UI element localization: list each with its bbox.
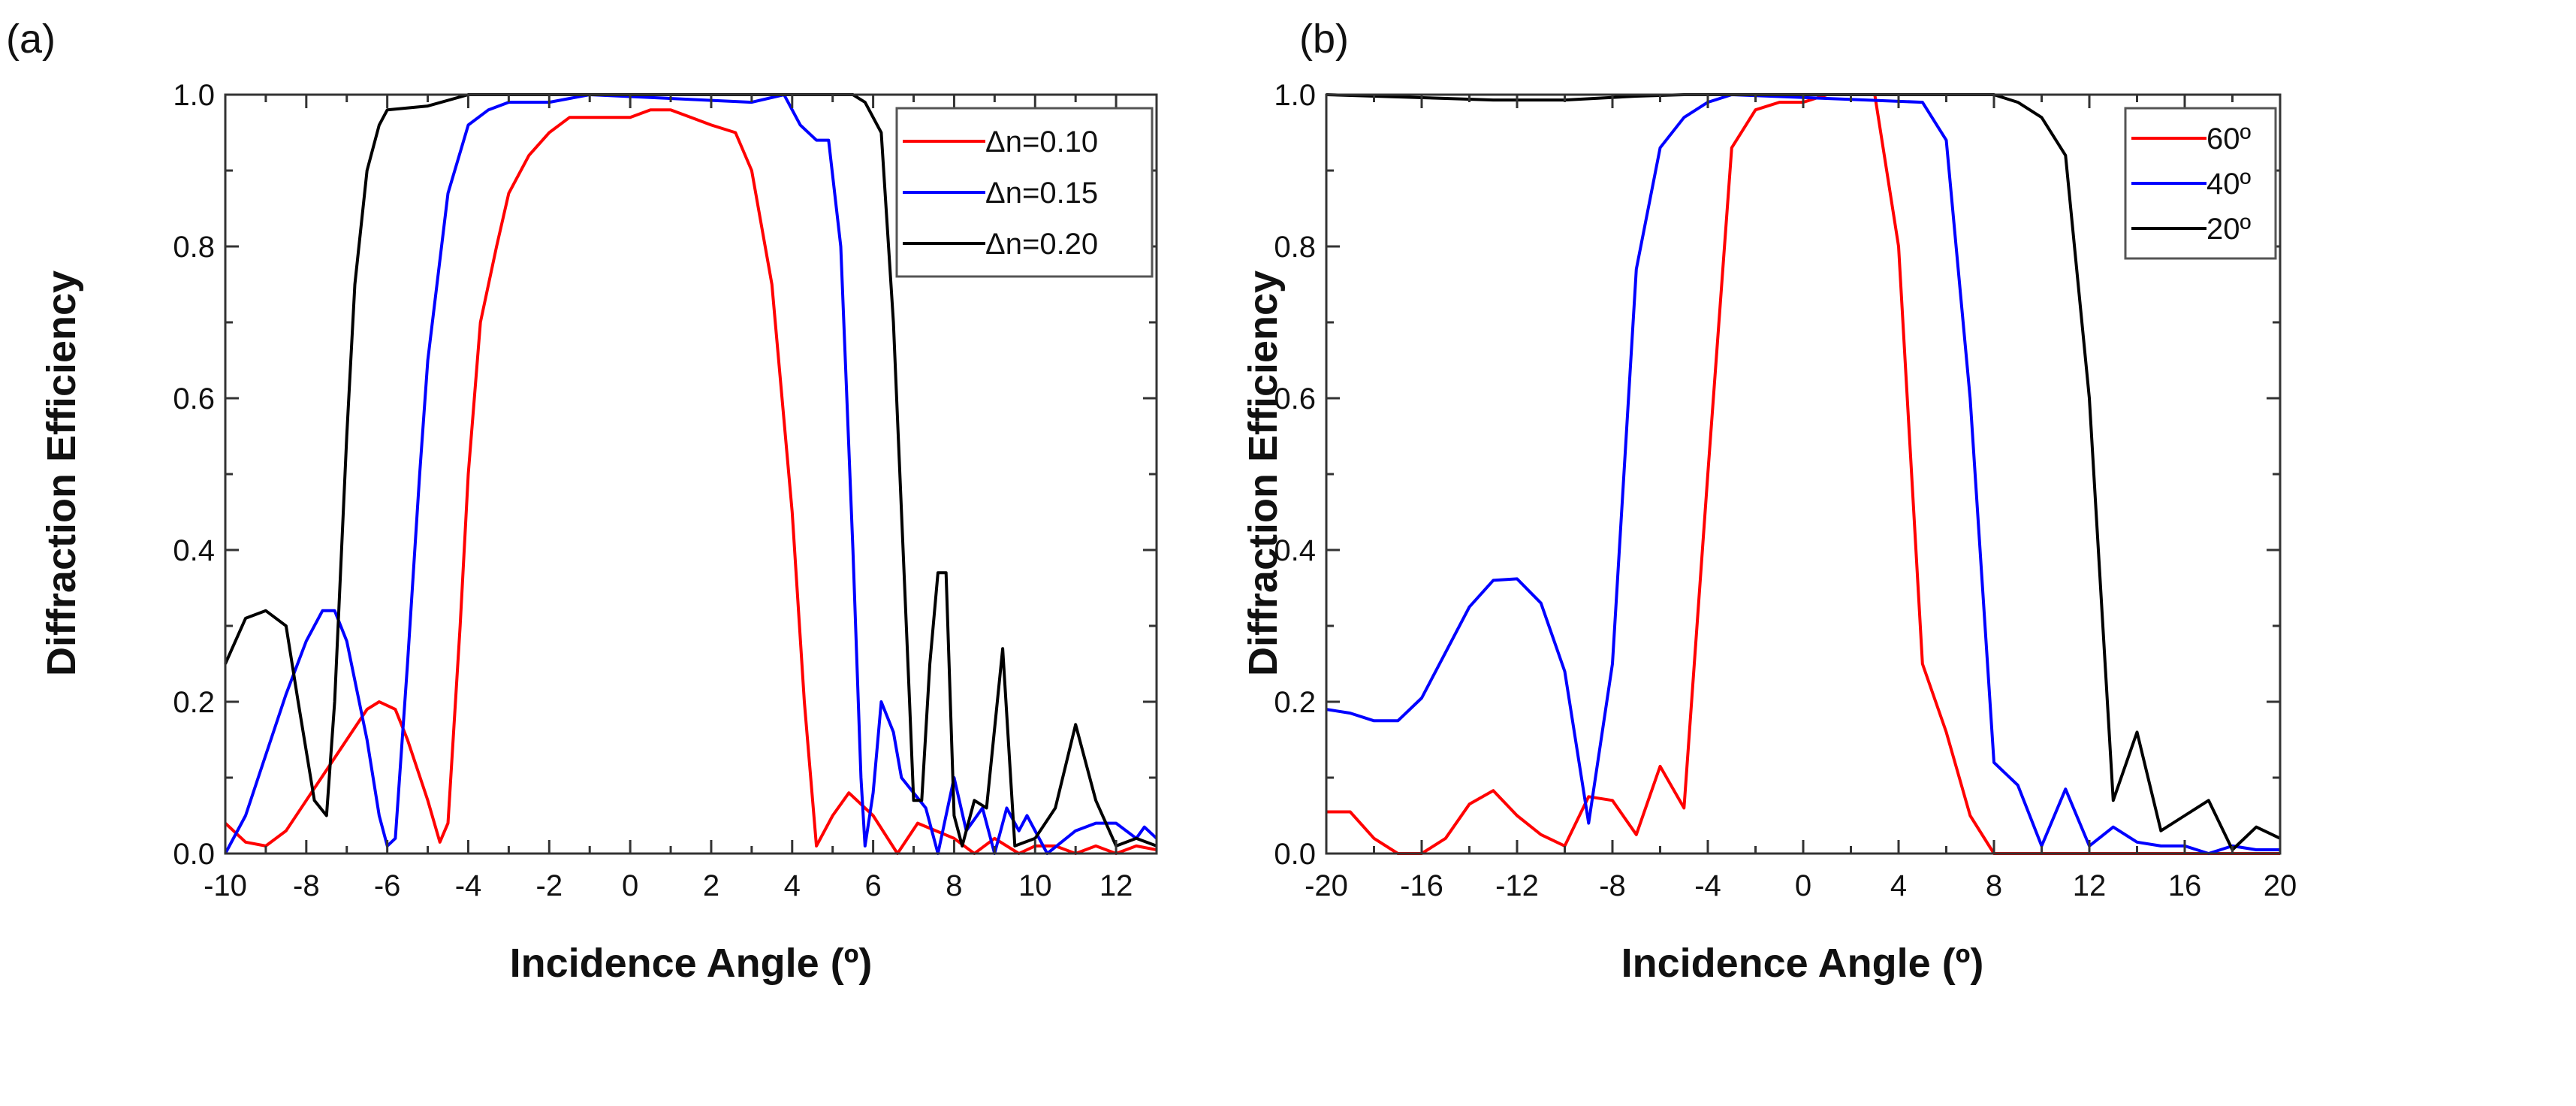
x-tick-label: -10 — [204, 869, 247, 902]
y-axis-label-b: Diffraction Efficiency — [1241, 270, 1286, 676]
x-tick-label: -12 — [1495, 869, 1539, 902]
legend-label: Δn=0.15 — [985, 177, 1098, 210]
series-line-b-1 — [1326, 93, 2280, 855]
x-tick-label: 10 — [1018, 869, 1052, 902]
ticks-a — [224, 93, 1158, 855]
y-tick-label: 0.6 — [173, 382, 215, 416]
legend-b: 60º 40º 20º — [2124, 107, 2277, 260]
x-tick-label: -8 — [1599, 869, 1626, 902]
y-tick-label: 0.8 — [173, 231, 215, 264]
x-tick-label: 12 — [1099, 869, 1133, 902]
x-tick-label: -16 — [1400, 869, 1443, 902]
legend-label: 20º — [2206, 213, 2251, 246]
y-tick-label: 0.8 — [1274, 231, 1316, 264]
y-tick-label: 0.0 — [1274, 838, 1316, 871]
x-tick-label: 8 — [1986, 869, 2002, 902]
y-axis-label-a: Diffraction Efficiency — [39, 270, 84, 676]
x-tick-label: 8 — [946, 869, 962, 902]
y-tick-label: 1.0 — [173, 79, 215, 112]
legend-a: Δn=0.10 Δn=0.15 Δn=0.20 — [895, 107, 1154, 278]
panel-b: (b) Incidence Angle (º) Diffraction Effi… — [1241, 17, 2297, 986]
x-tick-label: 0 — [622, 869, 638, 902]
panel-a: (a) Incidence Angle (º) Diffraction Effi… — [6, 17, 1158, 986]
series-line-b-0 — [1326, 93, 2280, 855]
y-tick-label: 0.0 — [173, 838, 215, 871]
y-tick-label: 0.4 — [1274, 534, 1316, 567]
legend-label: 60º — [2206, 122, 2251, 156]
y-tick-label: 0.2 — [1274, 686, 1316, 719]
ticks-b — [1325, 93, 2282, 855]
x-tick-label: 4 — [1890, 869, 1907, 902]
x-tick-label: 20 — [2264, 869, 2297, 902]
x-tick-label: -6 — [374, 869, 401, 902]
y-tick-label: 1.0 — [1274, 79, 1316, 112]
x-axis-label-a: Incidence Angle (º) — [510, 941, 873, 986]
x-tick-label: -2 — [536, 869, 563, 902]
panel-label-b: (b) — [1299, 17, 1349, 62]
y-tick-label: 0.4 — [173, 534, 215, 567]
x-tick-label: 16 — [2168, 869, 2202, 902]
legend-label: Δn=0.10 — [985, 125, 1098, 159]
y-tick-label: 0.6 — [1274, 382, 1316, 416]
x-tick-label: -8 — [293, 869, 320, 902]
x-axis-label-b: Incidence Angle (º) — [1621, 941, 1984, 986]
x-tick-label: -4 — [1694, 869, 1721, 902]
panel-label-a: (a) — [6, 17, 56, 62]
x-tick-label: -4 — [455, 869, 482, 902]
y-tick-label: 0.2 — [173, 686, 215, 719]
x-tick-label: 4 — [784, 869, 801, 902]
x-tick-label: 12 — [2073, 869, 2107, 902]
series-line-a-2 — [224, 93, 1157, 848]
x-tick-label: 6 — [864, 869, 881, 902]
x-tick-label: -20 — [1305, 869, 1348, 902]
x-tick-label: 2 — [703, 869, 719, 902]
x-tick-label: 0 — [1795, 869, 1811, 902]
legend-label: 40º — [2206, 168, 2251, 201]
legend-label: Δn=0.20 — [985, 228, 1098, 261]
